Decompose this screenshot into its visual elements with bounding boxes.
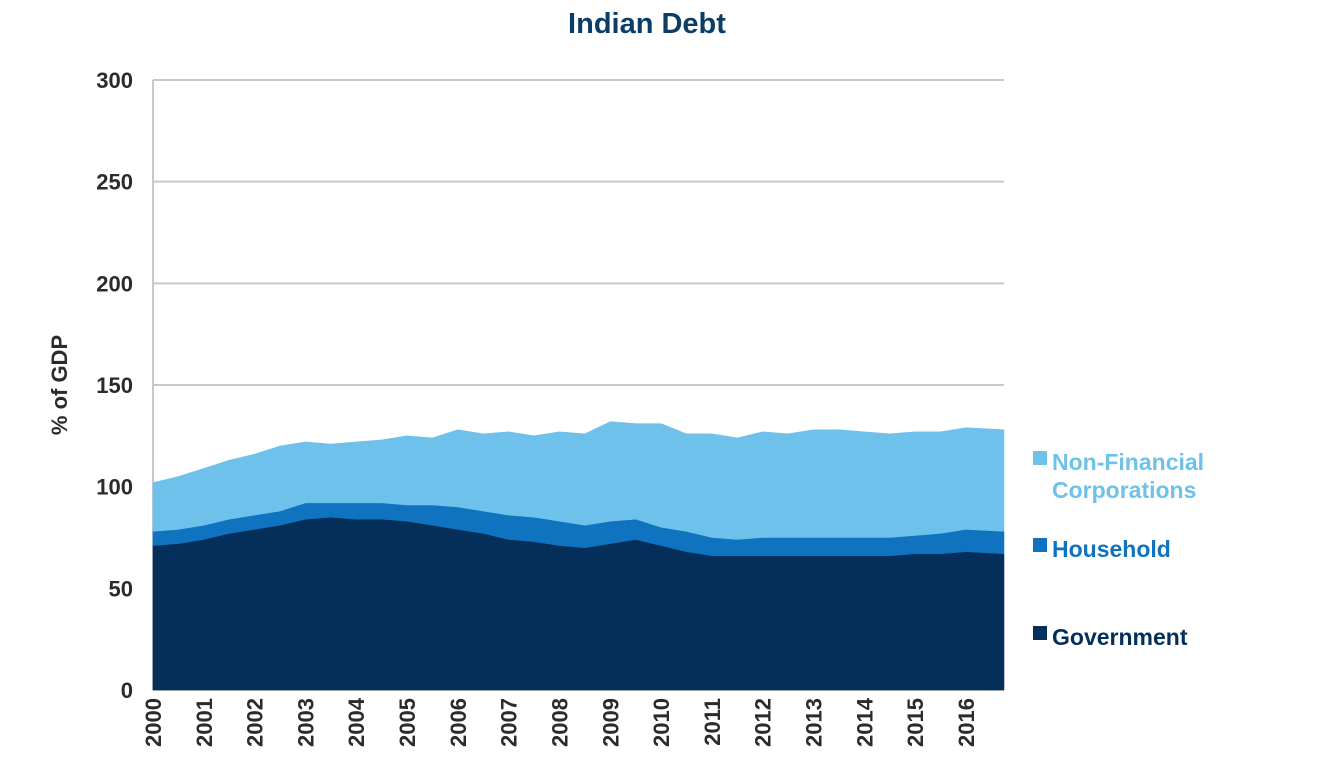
y-tick-label: 250: [96, 170, 133, 195]
y-axis-label: % of GDP: [47, 335, 72, 435]
x-tick-label: 2009: [598, 698, 623, 747]
x-tick-label: 2011: [700, 698, 725, 746]
x-tick-label: 2001: [192, 698, 217, 747]
x-tick-label: 2000: [141, 698, 166, 747]
legend-item-non-financial-corporations: Non-Financial Corporations: [1033, 449, 1204, 503]
legend-item-government: Government: [1033, 624, 1188, 650]
y-tick-label: 0: [121, 678, 133, 703]
x-tick-label: 2004: [344, 697, 369, 747]
legend-label-corporations-line2: Corporations: [1052, 477, 1196, 503]
legend-label-government: Government: [1052, 624, 1188, 650]
x-tick-label: 2016: [954, 698, 979, 747]
y-tick-label: 50: [109, 576, 133, 601]
legend: Non-Financial Corporations Household Gov…: [1033, 449, 1204, 650]
legend-label-corporations-line1: Non-Financial: [1052, 449, 1204, 475]
y-tick-label: 200: [96, 271, 133, 296]
area-series: [152, 421, 1005, 691]
legend-swatch-non-financial-corporations: [1033, 451, 1047, 465]
chart-title: Indian Debt: [568, 8, 726, 40]
x-tick-label: 2002: [243, 698, 268, 747]
x-tick-label: 2007: [497, 698, 522, 747]
y-tick-label: 100: [96, 475, 133, 500]
x-tick-label: 2015: [903, 698, 928, 747]
x-tick-label: 2003: [293, 698, 318, 747]
x-tick-label: 2006: [446, 698, 471, 747]
x-axis-ticks: 2000 2001 2002 2003 2004 2005 2006 2007 2008 2009…: [141, 697, 979, 747]
x-tick-label: 2010: [649, 698, 674, 747]
x-tick-label: 2005: [395, 698, 420, 747]
area-non-financial-corporations: [152, 421, 1005, 540]
y-axis-ticks: 0 50 100 150 200 250 300: [96, 68, 133, 703]
x-tick-label: 2008: [547, 698, 572, 747]
legend-swatch-household: [1033, 538, 1047, 552]
y-tick-label: 300: [96, 68, 133, 93]
legend-label-household: Household: [1052, 536, 1171, 562]
x-tick-label: 2014: [852, 697, 877, 747]
legend-swatch-government: [1033, 626, 1047, 640]
y-tick-label: 150: [96, 373, 133, 398]
x-tick-label: 2012: [751, 698, 776, 747]
legend-item-household: Household: [1033, 536, 1171, 562]
x-tick-label: 2013: [802, 698, 827, 747]
